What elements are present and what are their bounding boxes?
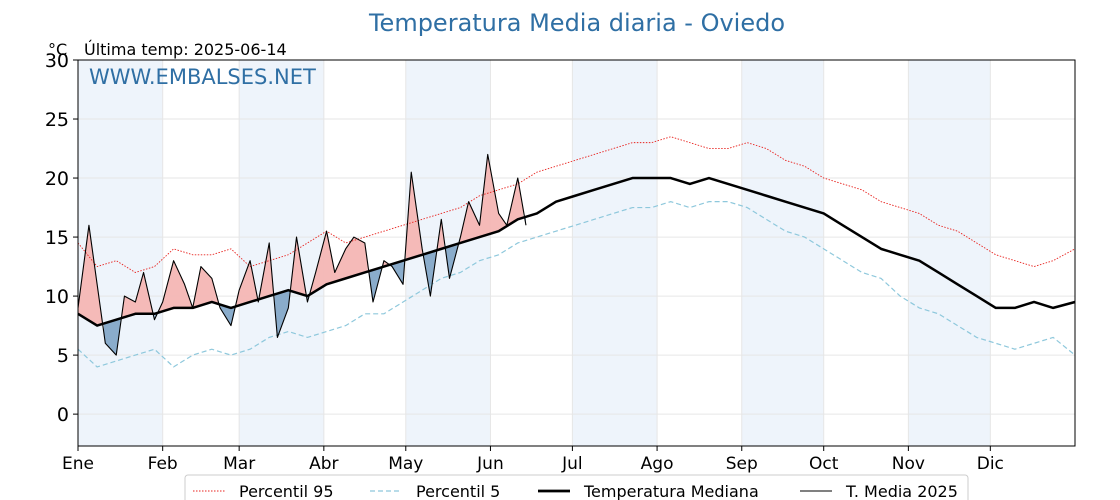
legend-box bbox=[184, 474, 969, 500]
x-tick-label: Ago bbox=[641, 454, 674, 474]
x-tick-label: Jun bbox=[476, 454, 504, 474]
y-tick-label: 10 bbox=[45, 286, 69, 308]
x-tick-label: May bbox=[388, 454, 423, 474]
series-line-percentil-95 bbox=[77, 136, 1076, 273]
fill-above-median bbox=[291, 237, 307, 296]
y-tick-label: 5 bbox=[57, 345, 69, 367]
x-tick-label: Ene bbox=[62, 454, 94, 474]
series-line-media-2025 bbox=[77, 153, 527, 356]
chart-title: Temperatura Media diaria - Oviedo bbox=[368, 9, 785, 37]
legend-label-current: T. Media 2025 bbox=[845, 482, 958, 500]
month-band-nov bbox=[908, 60, 991, 446]
y-tick-label: 20 bbox=[45, 168, 69, 190]
x-axis-ticks: Ene Feb Mar Abr May Jun Jul Ago Sep Oct Nov Dic bbox=[62, 446, 1004, 474]
series-line-percentil-5 bbox=[77, 201, 1076, 368]
watermark: WWW.EMBALSES.NET bbox=[89, 65, 316, 89]
month-band-jul bbox=[572, 60, 658, 446]
y-tick-label: 30 bbox=[45, 50, 69, 72]
month-bands bbox=[78, 60, 991, 446]
fill-below-median bbox=[220, 304, 236, 326]
legend-label-p5: Percentil 5 bbox=[416, 482, 500, 500]
y-tick-label: 0 bbox=[57, 404, 69, 426]
last-temp-label: Última temp: 2025-06-14 bbox=[84, 40, 287, 59]
legend: Percentil 95 Percentil 5 Temperatura Med… bbox=[184, 474, 969, 500]
x-tick-label: Oct bbox=[809, 454, 839, 474]
series-line-mediana bbox=[77, 176, 1076, 327]
series-lines bbox=[77, 136, 1076, 368]
unit-label: °C bbox=[48, 40, 67, 59]
legend-label-p95: Percentil 95 bbox=[239, 482, 334, 500]
fill-below-median bbox=[390, 260, 405, 285]
fill-above-median bbox=[78, 225, 103, 326]
fill-below-median bbox=[274, 290, 290, 338]
fill-above-median bbox=[459, 154, 524, 244]
legend-label-median: Temperatura Mediana bbox=[583, 482, 759, 500]
x-tick-label: Mar bbox=[223, 454, 255, 474]
plot-frame bbox=[77, 59, 1076, 447]
x-tick-label: Dic bbox=[977, 454, 1004, 474]
x-tick-label: Jul bbox=[561, 454, 583, 474]
fill-below-median bbox=[423, 250, 436, 297]
y-axis-ticks: 0 5 10 15 20 25 30 bbox=[45, 50, 78, 426]
y-tick-label: 15 bbox=[45, 227, 69, 249]
x-tick-label: Abr bbox=[309, 454, 338, 474]
x-tick-label: Nov bbox=[892, 454, 925, 474]
month-band-sep bbox=[741, 60, 824, 446]
y-tick-label: 25 bbox=[45, 109, 69, 131]
month-band-mar bbox=[239, 60, 324, 446]
fill-above-median bbox=[158, 260, 219, 313]
x-tick-label: Sep bbox=[726, 454, 758, 474]
x-tick-label: Feb bbox=[148, 454, 178, 474]
fill-above-median bbox=[310, 231, 368, 295]
